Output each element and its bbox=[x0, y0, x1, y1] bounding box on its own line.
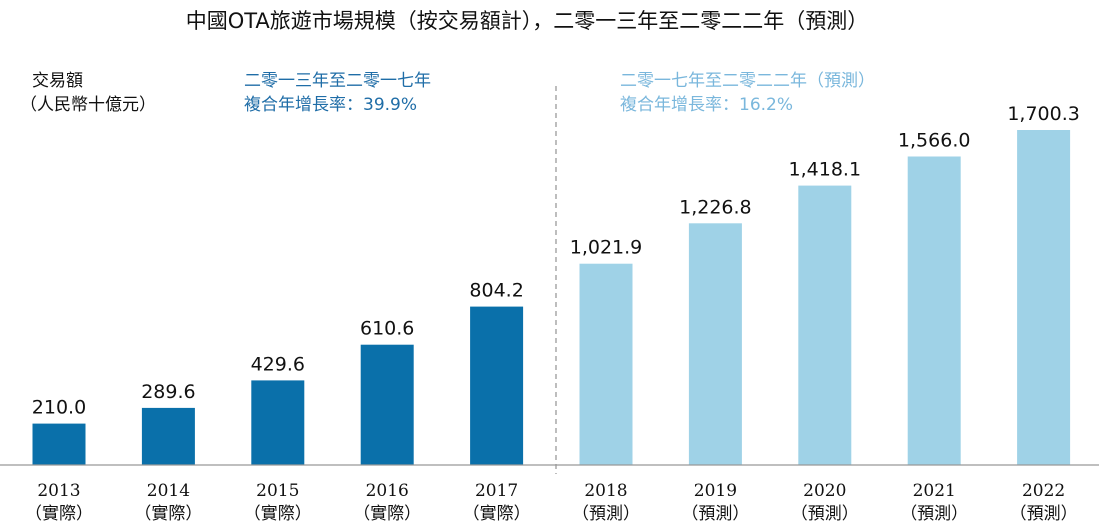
value-label-2014: 289.6 bbox=[141, 381, 195, 403]
bar-2014 bbox=[141, 407, 195, 465]
bar-2018 bbox=[579, 263, 633, 465]
value-label-2021: 1,566.0 bbox=[898, 130, 971, 152]
cagr-annotation-forecast-rate: 複合年增長率：16.2% bbox=[620, 95, 793, 115]
y-axis-label-line2: （人民幣十億元） bbox=[20, 95, 156, 115]
bar-2016 bbox=[360, 344, 414, 465]
x-tick-year-2018: 2018 bbox=[584, 481, 627, 501]
x-tick-note-2013: （實際） bbox=[25, 504, 93, 524]
bar-2015 bbox=[251, 380, 305, 465]
value-label-2016: 610.6 bbox=[360, 318, 414, 340]
cagr-annotation-actual-title: 二零一三年至二零一七年 bbox=[244, 71, 431, 91]
x-tick-note-2015: （實際） bbox=[244, 504, 312, 524]
x-tick-year-2016: 2016 bbox=[366, 481, 409, 501]
x-tick-labels-group: 2013 （實際） 2014 （實際） 2015 （實際） 2016 （實際） 2017 （實際）… bbox=[25, 481, 1078, 524]
cagr-annotation-forecast-title: 二零一七年至二零二二年（預測） bbox=[620, 71, 875, 91]
x-tick-year-2020: 2020 bbox=[803, 481, 846, 501]
x-tick-note-2022: （預測） bbox=[1010, 504, 1078, 524]
x-tick-note-2020: （預測） bbox=[791, 504, 859, 524]
value-labels-group: 210.0 289.6 429.6 610.6 804.2 1,021.9 1,226.8 1… bbox=[32, 103, 1080, 419]
value-label-2017: 804.2 bbox=[469, 280, 523, 302]
bar-2021 bbox=[907, 156, 961, 465]
x-tick-year-2017: 2017 bbox=[475, 481, 518, 501]
x-tick-note-2014: （實際） bbox=[134, 504, 202, 524]
x-tick-year-2013: 2013 bbox=[37, 481, 80, 501]
value-label-2013: 210.0 bbox=[32, 397, 86, 419]
x-tick-note-2017: （實際） bbox=[463, 504, 531, 524]
y-axis-label-line1: 交易額 bbox=[32, 71, 83, 91]
x-tick-note-2019: （預測） bbox=[681, 504, 749, 524]
bar-2022 bbox=[1017, 130, 1071, 465]
x-tick-note-2018: （預測） bbox=[572, 504, 640, 524]
chart-title: 中國OTA旅遊市場規模（按交易額計），二零一三年至二零二二年（預測） bbox=[186, 9, 869, 33]
value-label-2020: 1,418.1 bbox=[789, 159, 862, 181]
bar-2013 bbox=[32, 423, 86, 465]
value-label-2022: 1,700.3 bbox=[1007, 103, 1080, 125]
value-label-2015: 429.6 bbox=[251, 353, 305, 375]
bar-2017 bbox=[470, 306, 524, 465]
x-tick-year-2015: 2015 bbox=[256, 481, 299, 501]
x-tick-year-2019: 2019 bbox=[694, 481, 737, 501]
bar-2019 bbox=[688, 223, 742, 465]
bars-group bbox=[32, 130, 1071, 465]
bar-2020 bbox=[798, 185, 852, 465]
x-tick-year-2014: 2014 bbox=[147, 481, 190, 501]
x-tick-year-2021: 2021 bbox=[913, 481, 956, 501]
x-tick-note-2016: （實際） bbox=[353, 504, 421, 524]
value-label-2019: 1,226.8 bbox=[679, 196, 752, 218]
x-tick-note-2021: （預測） bbox=[900, 504, 968, 524]
cagr-annotation-actual-rate: 複合年增長率：39.9% bbox=[244, 95, 417, 115]
value-label-2018: 1,021.9 bbox=[570, 237, 643, 259]
x-tick-year-2022: 2022 bbox=[1022, 481, 1065, 501]
